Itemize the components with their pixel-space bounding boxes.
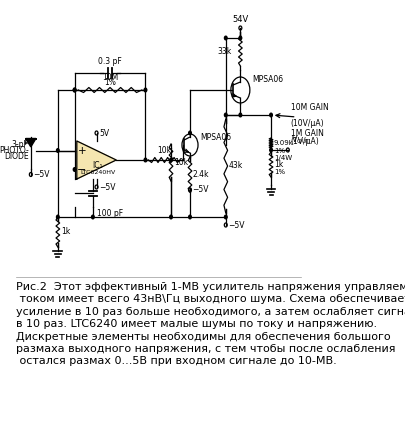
Circle shape	[92, 215, 94, 219]
Text: −: −	[77, 165, 86, 175]
Text: 2.4k: 2.4k	[192, 170, 209, 179]
Text: 1%: 1%	[273, 148, 284, 154]
Circle shape	[73, 88, 76, 92]
Text: 10k: 10k	[157, 146, 171, 155]
Text: MPSA06: MPSA06	[252, 76, 283, 85]
Text: 10k: 10k	[173, 158, 188, 167]
Text: −5V: −5V	[98, 182, 115, 191]
Text: −5V: −5V	[227, 221, 244, 230]
Circle shape	[56, 215, 59, 219]
Text: 1k: 1k	[273, 160, 283, 169]
Text: IC₁: IC₁	[92, 160, 103, 169]
Text: 100 pF: 100 pF	[96, 209, 122, 218]
Text: 5V: 5V	[99, 129, 109, 138]
Text: PHOTO-: PHOTO-	[0, 146, 29, 155]
Circle shape	[73, 88, 76, 92]
Text: 1%: 1%	[273, 169, 284, 175]
Text: 9.09k: 9.09k	[273, 140, 293, 146]
Text: V$_\mathregular{OUT}$: V$_\mathregular{OUT}$	[290, 133, 310, 146]
Text: 1/4W: 1/4W	[273, 155, 291, 161]
Circle shape	[188, 215, 191, 219]
Text: DIODE: DIODE	[4, 152, 29, 161]
Polygon shape	[77, 141, 116, 179]
Text: 10M GAIN: 10M GAIN	[290, 103, 328, 112]
Text: 43k: 43k	[228, 162, 242, 171]
Text: 54V: 54V	[232, 15, 248, 24]
Text: 10M: 10M	[102, 73, 118, 82]
Text: 1k: 1k	[61, 227, 70, 236]
Circle shape	[56, 149, 59, 152]
Text: −5V: −5V	[33, 170, 49, 179]
Text: −5V: −5V	[192, 185, 208, 194]
Text: 3-pF: 3-pF	[12, 140, 29, 149]
Circle shape	[169, 158, 172, 162]
Text: 0.3 pF: 0.3 pF	[98, 57, 121, 66]
Circle shape	[269, 113, 272, 117]
Text: 1M GAIN: 1M GAIN	[290, 129, 323, 138]
Circle shape	[144, 88, 147, 92]
Circle shape	[188, 131, 191, 135]
Text: Рис.2  Этот эффективный 1-МВ усилитель напряжения управляемый
 током имеет всего: Рис.2 Этот эффективный 1-МВ усилитель на…	[16, 282, 405, 366]
Circle shape	[269, 148, 272, 152]
Text: LTC6240HV: LTC6240HV	[80, 171, 115, 175]
Circle shape	[239, 113, 241, 117]
Circle shape	[169, 215, 172, 219]
Circle shape	[144, 158, 147, 162]
Circle shape	[224, 113, 226, 117]
Text: (10V/μA): (10V/μA)	[290, 119, 324, 128]
Circle shape	[73, 168, 76, 171]
Text: MPSA06: MPSA06	[200, 132, 231, 141]
Circle shape	[224, 215, 226, 219]
Circle shape	[224, 36, 226, 40]
Text: 33k: 33k	[217, 47, 231, 56]
Polygon shape	[26, 138, 36, 147]
Text: 1%: 1%	[104, 78, 116, 87]
Text: (1V/μA): (1V/μA)	[290, 137, 319, 146]
Circle shape	[239, 36, 241, 40]
Text: +: +	[77, 145, 86, 156]
